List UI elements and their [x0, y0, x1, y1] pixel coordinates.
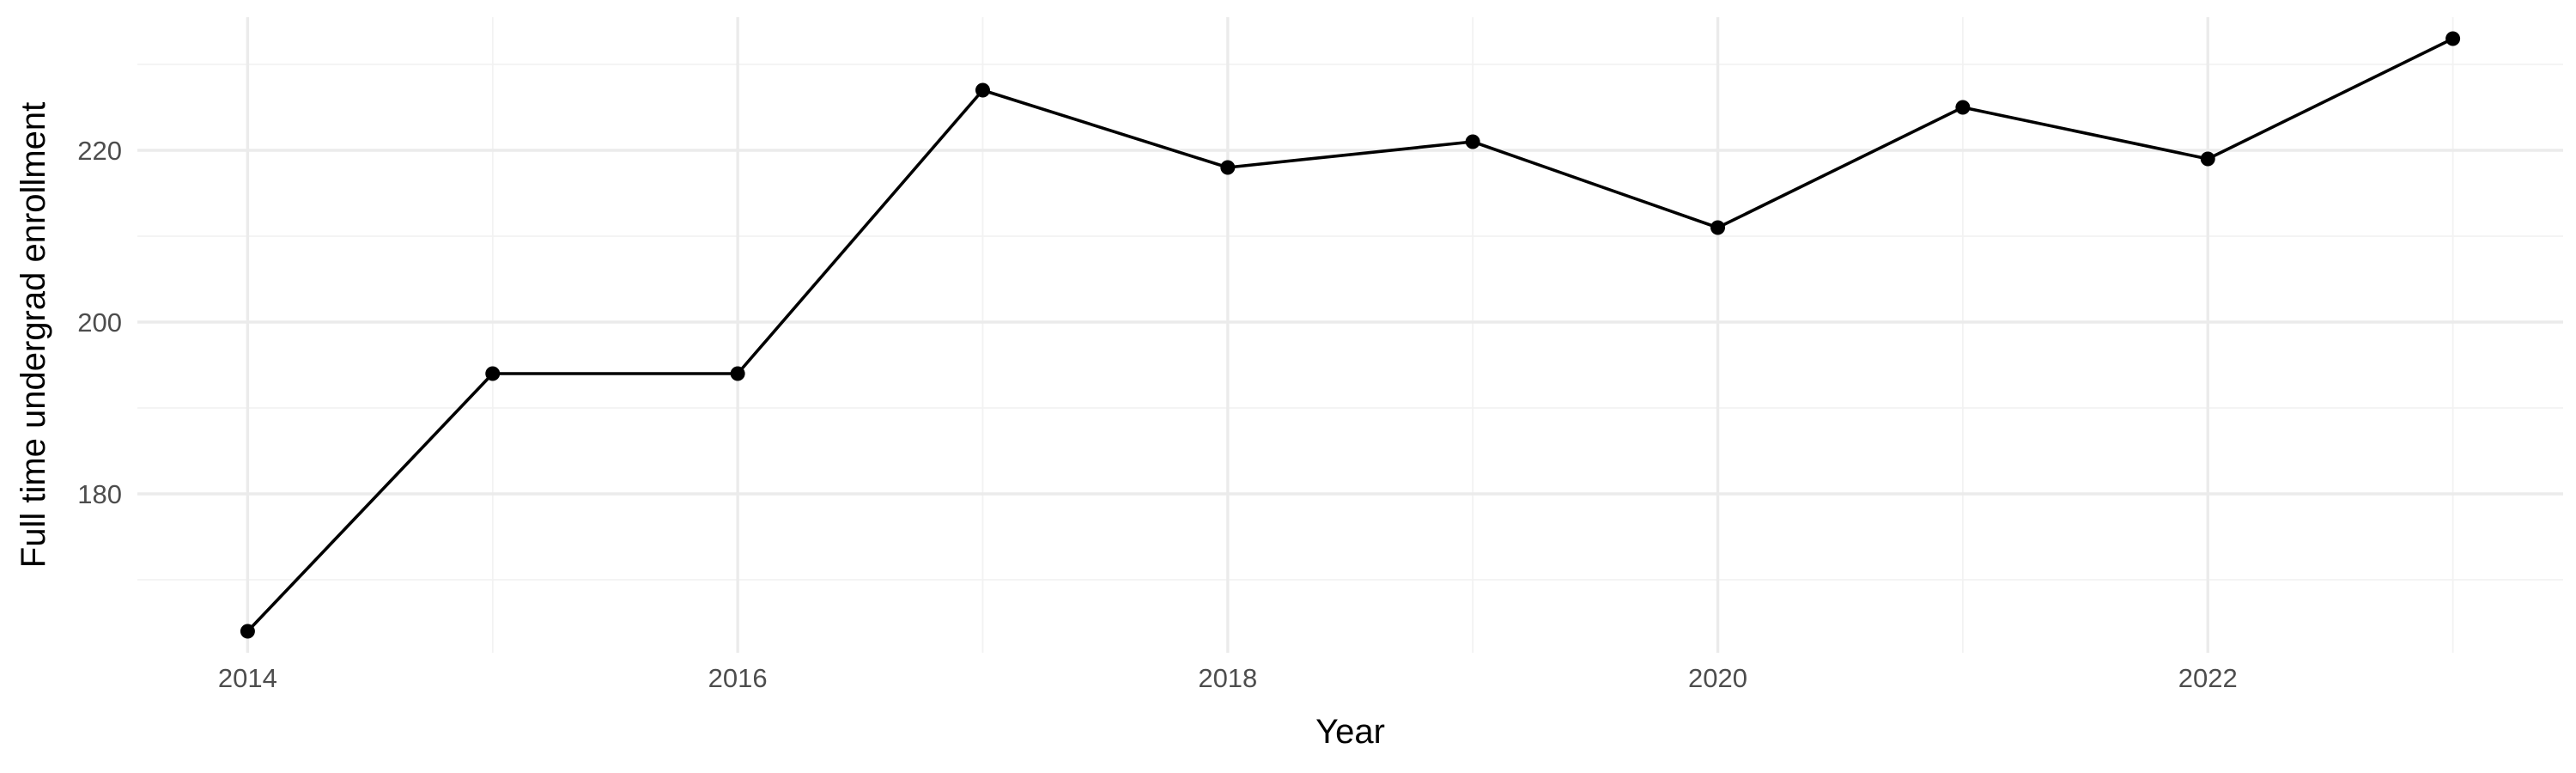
series-layer: [240, 31, 2461, 639]
data-point: [730, 366, 745, 381]
data-point: [1220, 160, 1236, 175]
x-tick-label: 2018: [1198, 663, 1257, 693]
y-axis-title: Full time undergrad enrollment: [15, 102, 52, 568]
x-axis-title: Year: [1315, 713, 1385, 751]
data-point: [2200, 151, 2215, 167]
x-tick-label: 2020: [1688, 663, 1747, 693]
y-tick-label: 180: [77, 479, 122, 509]
data-point: [1955, 100, 1971, 115]
tick-labels: 2014 2016 2018 2020 2022 180 200 220: [77, 136, 2237, 693]
x-tick-label: 2014: [218, 663, 277, 693]
x-tick-label: 2022: [2178, 663, 2238, 693]
y-tick-label: 220: [77, 136, 122, 166]
y-tick-label: 200: [77, 307, 122, 338]
data-point: [485, 366, 501, 381]
data-point: [2445, 31, 2461, 46]
data-point: [1710, 220, 1726, 235]
data-point: [240, 624, 255, 639]
data-point: [1465, 134, 1480, 149]
series-line: [246, 37, 2454, 633]
data-point: [975, 82, 990, 98]
x-tick-label: 2016: [708, 663, 768, 693]
gridlines: [137, 17, 2563, 653]
